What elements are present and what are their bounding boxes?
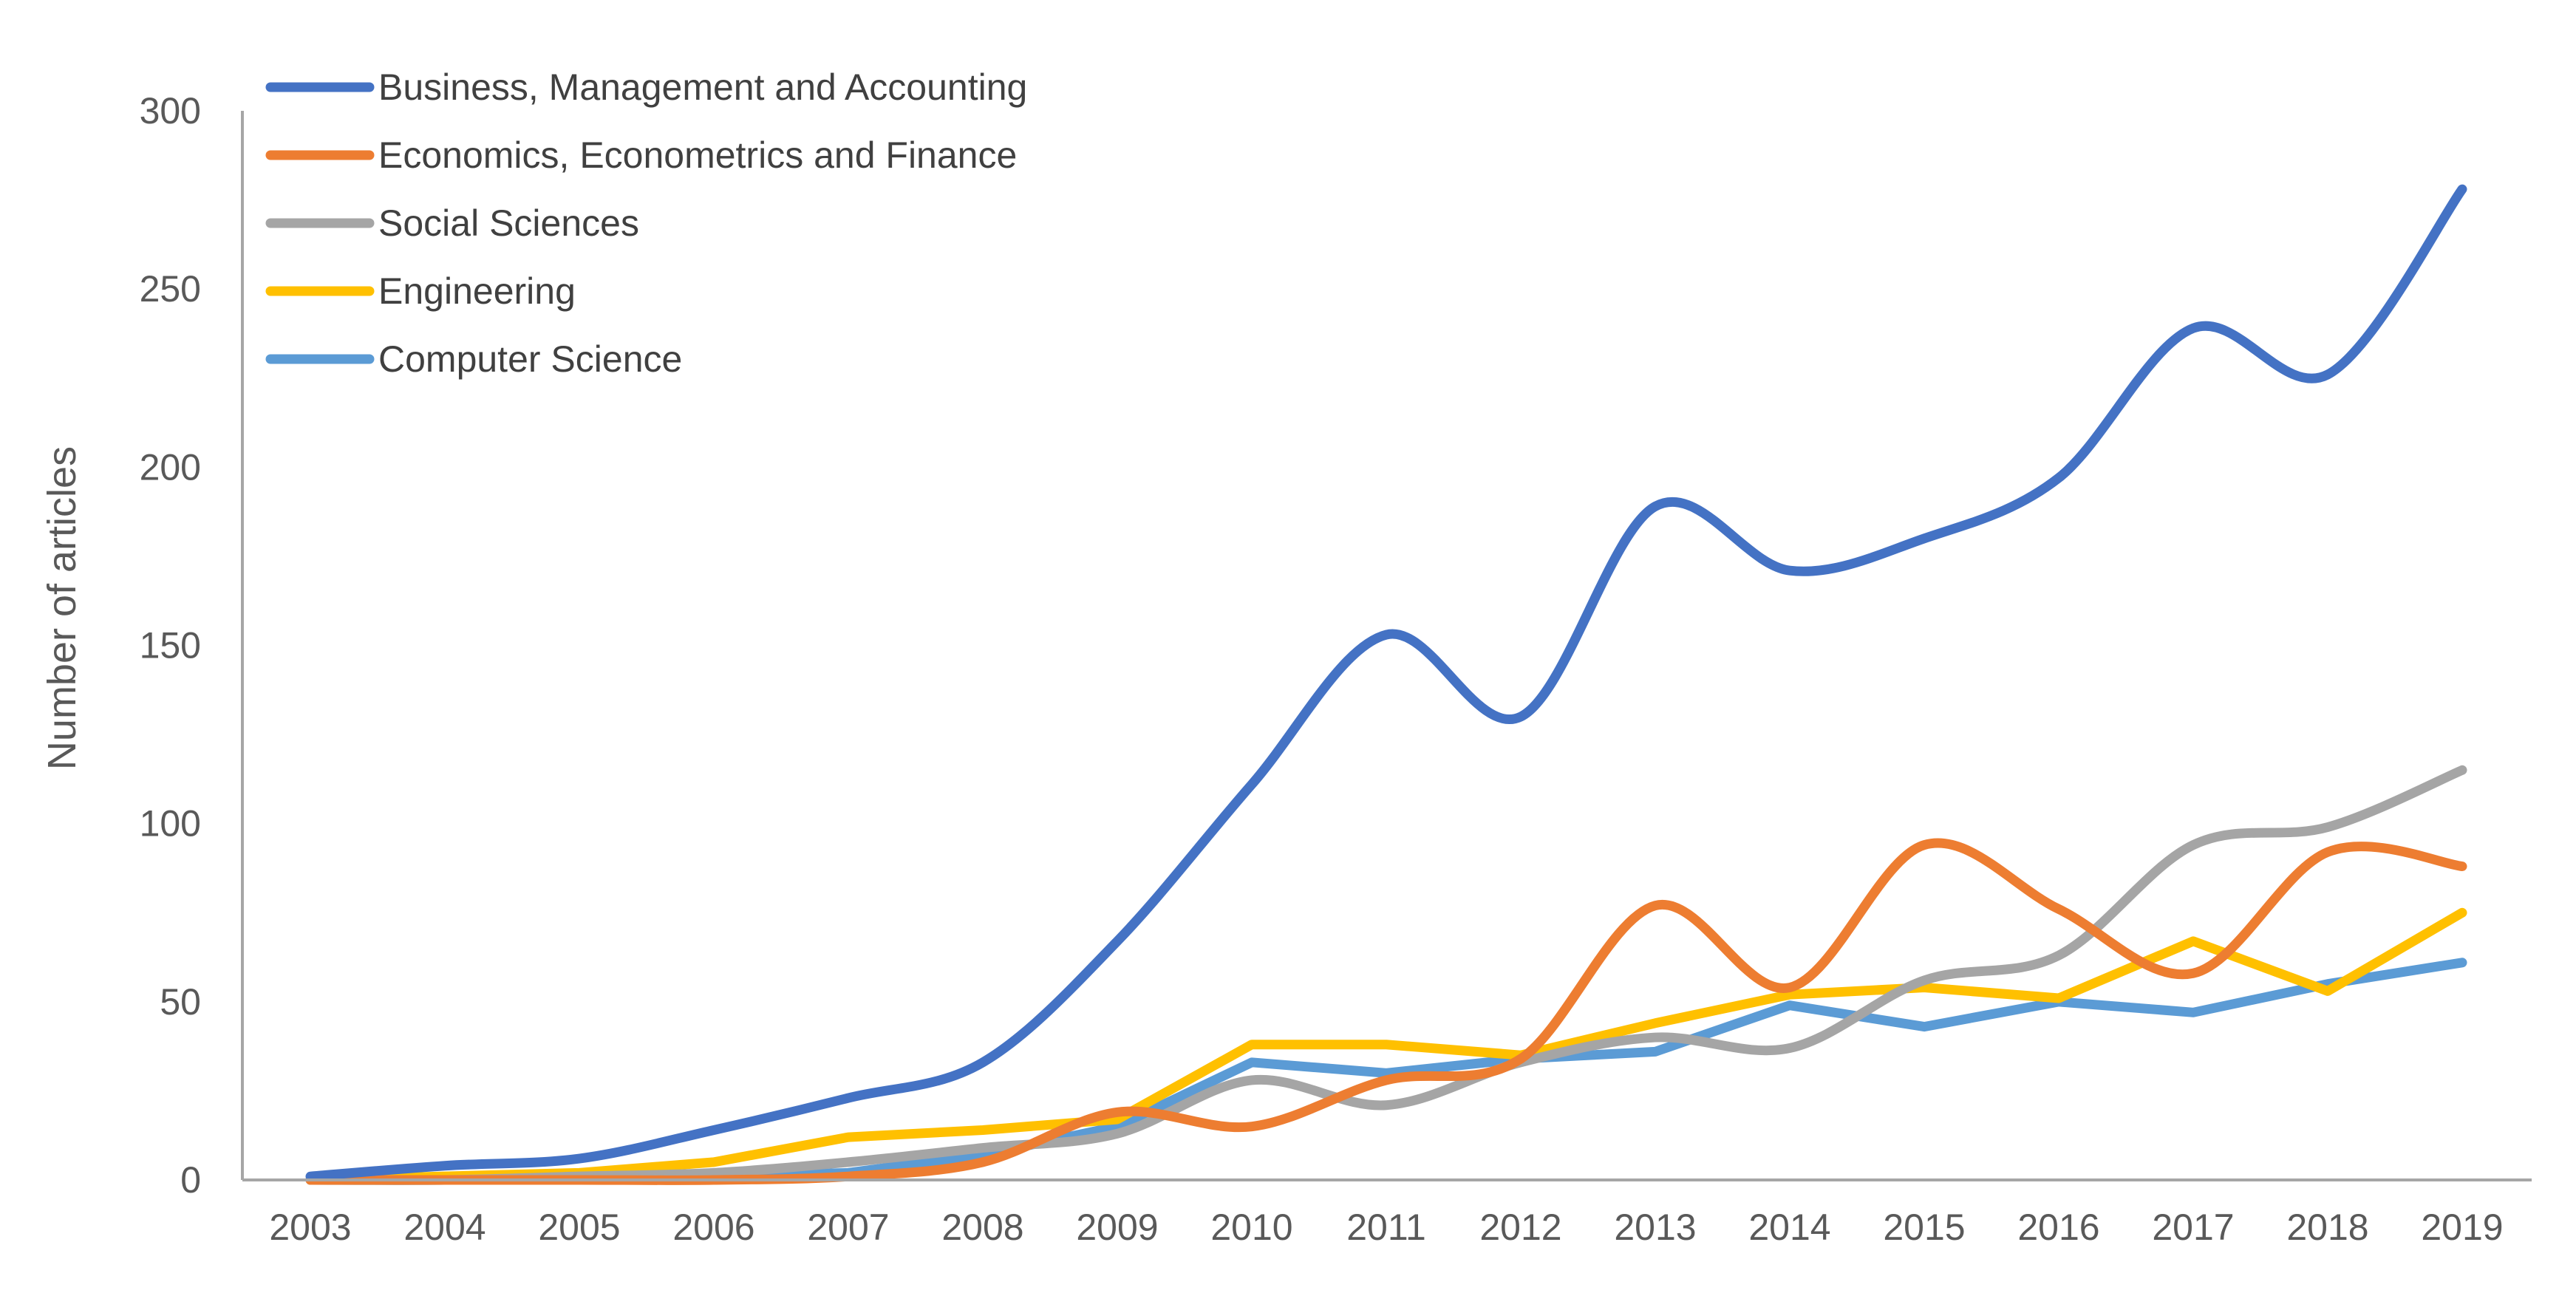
legend-label-social-sciences: Social Sciences	[378, 202, 639, 244]
series-line-business-management-and-accounting	[305, 184, 2467, 1181]
x-tick-labels: 2003 2004 2005 2006 2007 2008 2009 2010 2011 2012…	[269, 1207, 2503, 1248]
x-tick-label: 2004	[403, 1207, 485, 1248]
y-tick-label: 50	[160, 981, 201, 1023]
x-tick-label: 2003	[269, 1207, 351, 1248]
x-tick-label: 2007	[807, 1207, 889, 1248]
y-tick-label: 150	[140, 625, 201, 666]
y-tick-label: 200	[140, 446, 201, 488]
x-tick-label: 2005	[538, 1207, 620, 1248]
x-tick-label: 2017	[2152, 1207, 2234, 1248]
x-tick-label: 2019	[2421, 1207, 2503, 1248]
x-tick-label: 2008	[941, 1207, 1023, 1248]
y-tick-label: 300	[140, 90, 201, 132]
x-tick-label: 2009	[1076, 1207, 1158, 1248]
x-tick-label: 2012	[1479, 1207, 1561, 1248]
legend: Business, Management and Accounting Econo…	[265, 66, 1027, 380]
y-tick-labels: 0 50 100 150 200 250 300	[140, 90, 201, 1201]
y-axis-title: Number of articles	[40, 446, 84, 770]
x-tick-label: 2011	[1346, 1207, 1426, 1248]
y-tick-label: 100	[140, 803, 201, 845]
x-tick-label: 2010	[1210, 1207, 1292, 1248]
legend-label-business-management-and-accounting: Business, Management and Accounting	[378, 66, 1027, 108]
y-tick-label: 0	[180, 1159, 201, 1201]
series-line-social-sciences	[305, 765, 2467, 1185]
x-tick-label: 2018	[2286, 1207, 2368, 1248]
series-line-engineering	[305, 907, 2467, 1185]
x-tick-label: 2015	[1883, 1207, 1965, 1248]
legend-label-engineering: Engineering	[378, 270, 576, 312]
x-tick-label: 2013	[1614, 1207, 1696, 1248]
x-tick-label: 2014	[1748, 1207, 1830, 1248]
legend-label-computer-science: Computer Science	[378, 338, 682, 380]
x-tick-label: 2006	[672, 1207, 754, 1248]
x-tick-label: 2016	[2017, 1207, 2099, 1248]
legend-label-economics-econometrics-and-finance: Economics, Econometrics and Finance	[378, 134, 1017, 176]
axes	[241, 111, 2532, 1181]
y-tick-label: 250	[140, 268, 201, 310]
